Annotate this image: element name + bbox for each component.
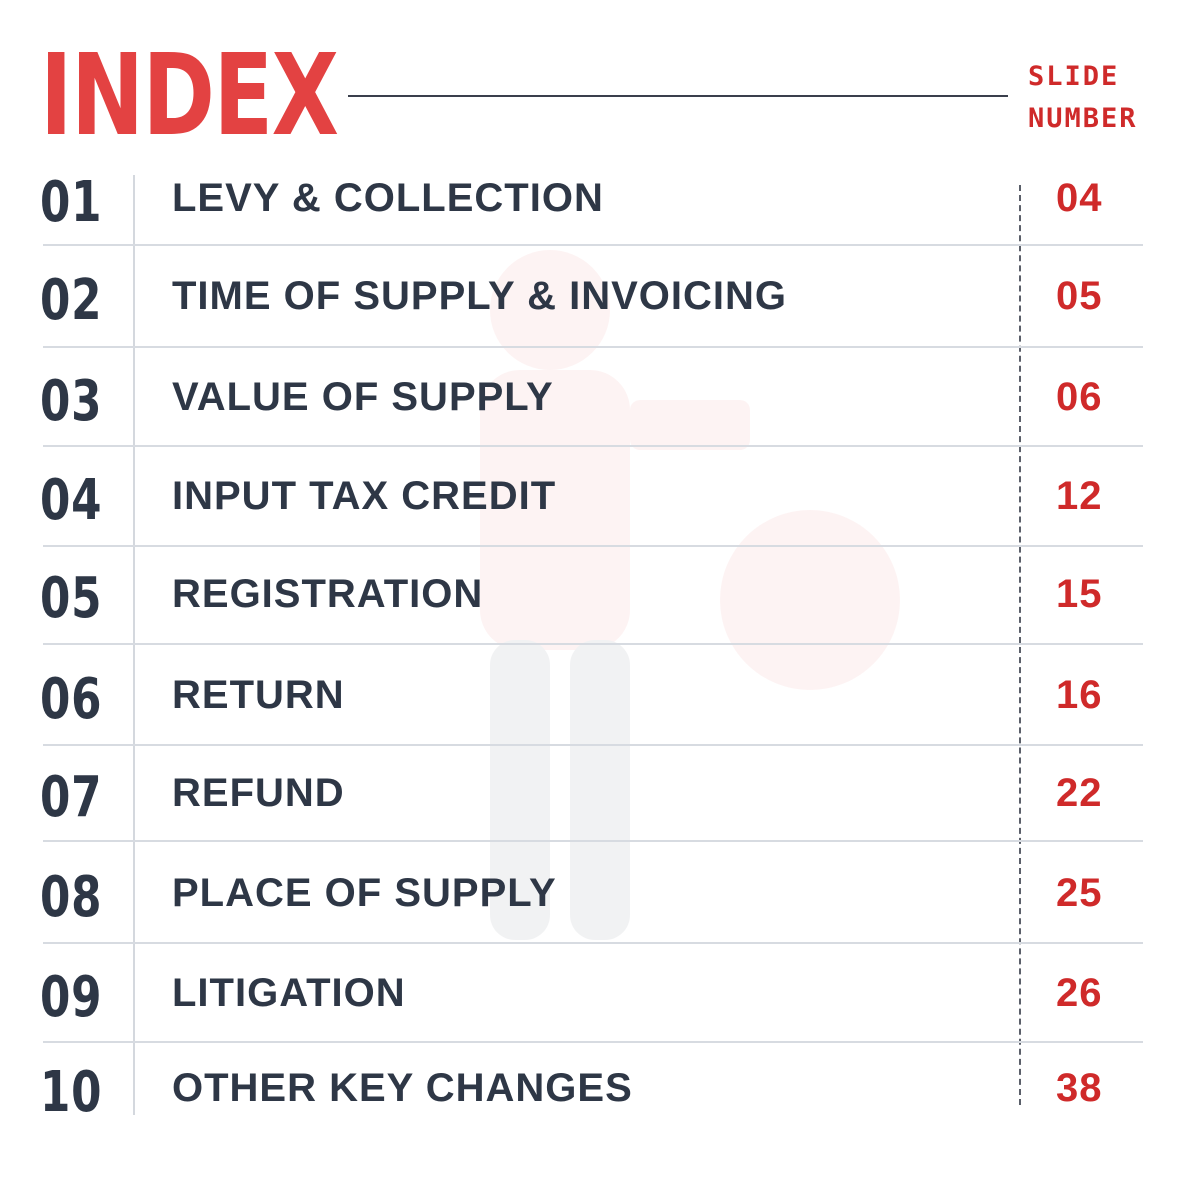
item-slide-number: 12 bbox=[1056, 474, 1103, 518]
row-divider bbox=[43, 1041, 1143, 1043]
item-slide-number: 06 bbox=[1056, 375, 1103, 419]
number-column-divider bbox=[133, 175, 135, 1115]
slide-number-heading: SLIDE NUMBER bbox=[1028, 56, 1138, 140]
item-label: VALUE OF SUPPLY bbox=[172, 375, 554, 419]
person-illustration bbox=[480, 250, 900, 940]
slide-label-line2: NUMBER bbox=[1028, 103, 1138, 134]
row-divider bbox=[43, 545, 1143, 547]
slide-label-line1: SLIDE bbox=[1028, 61, 1120, 92]
item-number: 06 bbox=[40, 667, 103, 732]
item-slide-number: 38 bbox=[1056, 1066, 1103, 1110]
title-rule bbox=[348, 95, 1008, 97]
item-number: 08 bbox=[40, 865, 103, 930]
item-label: LITIGATION bbox=[172, 971, 406, 1015]
row-divider bbox=[43, 643, 1143, 645]
slide-column-divider bbox=[1019, 185, 1021, 1105]
item-number: 07 bbox=[40, 765, 103, 830]
item-label: REFUND bbox=[172, 771, 345, 815]
row-divider bbox=[43, 445, 1143, 447]
item-label: RETURN bbox=[172, 673, 345, 717]
row-divider bbox=[43, 744, 1143, 746]
row-divider bbox=[43, 942, 1143, 944]
item-number: 01 bbox=[40, 170, 103, 235]
item-slide-number: 04 bbox=[1056, 176, 1103, 220]
row-divider bbox=[43, 346, 1143, 348]
item-number: 10 bbox=[40, 1060, 103, 1125]
item-slide-number: 16 bbox=[1056, 673, 1103, 717]
item-slide-number: 25 bbox=[1056, 871, 1103, 915]
item-number: 05 bbox=[40, 566, 103, 631]
item-slide-number: 15 bbox=[1056, 572, 1103, 616]
row-divider bbox=[43, 244, 1143, 246]
item-label: OTHER KEY CHANGES bbox=[172, 1066, 633, 1110]
page-title: INDEX bbox=[40, 31, 339, 161]
item-number: 02 bbox=[40, 268, 103, 333]
item-label: REGISTRATION bbox=[172, 572, 484, 616]
item-number: 09 bbox=[40, 965, 103, 1030]
item-slide-number: 26 bbox=[1056, 971, 1103, 1015]
item-label: PLACE OF SUPPLY bbox=[172, 871, 557, 915]
item-slide-number: 22 bbox=[1056, 771, 1103, 815]
item-slide-number: 05 bbox=[1056, 274, 1103, 318]
item-number: 04 bbox=[40, 468, 103, 533]
item-label: TIME OF SUPPLY & INVOICING bbox=[172, 274, 787, 318]
item-number: 03 bbox=[40, 369, 103, 434]
item-label: LEVY & COLLECTION bbox=[172, 176, 604, 220]
row-divider bbox=[43, 840, 1143, 842]
item-label: INPUT TAX CREDIT bbox=[172, 474, 557, 518]
